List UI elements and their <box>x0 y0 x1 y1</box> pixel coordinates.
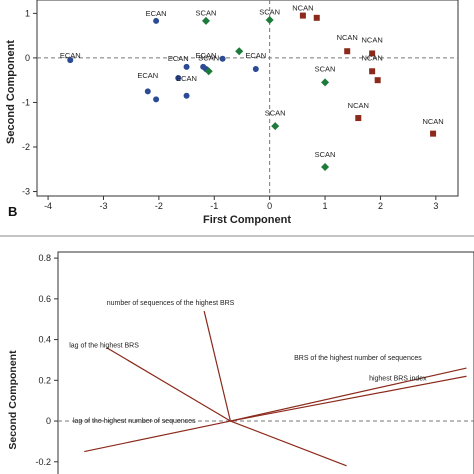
data-point-ncan <box>344 48 351 55</box>
x-tick-label: 0 <box>267 201 272 211</box>
loading-label-4: lag of the highest number of sequences <box>73 418 196 425</box>
loading-vector-0 <box>203 310 231 422</box>
data-point-ecan <box>183 63 190 70</box>
data-point-ecan <box>175 74 182 81</box>
y-tick-label: 0 <box>25 53 30 63</box>
point-label-ecan: ECAN <box>60 51 81 60</box>
loading-vector-3 <box>230 375 467 422</box>
loading-vector-5 <box>230 420 347 467</box>
data-point-scan <box>321 163 330 172</box>
data-point-ecan <box>183 92 190 99</box>
point-label-ncan: NCAN <box>292 4 313 13</box>
data-point-ncan <box>369 68 376 75</box>
data-point-ncan <box>299 12 306 19</box>
data-point-ecan <box>219 55 226 62</box>
data-point-scan <box>201 16 210 25</box>
data-point-scan <box>265 16 274 25</box>
panel-a-x-axis-label: First Component <box>203 214 291 226</box>
point-label-ecan: ECAN <box>168 54 189 63</box>
point-label-ecan: ECAN <box>196 51 217 60</box>
data-point-ecan <box>153 17 160 24</box>
panel-letter: B <box>8 204 17 219</box>
data-point-ncan <box>355 115 362 122</box>
y-tick-label: -1 <box>22 97 30 107</box>
loading-label-2: BRS of the highest number of sequences <box>294 355 422 362</box>
loading-label-3: highest BRS index <box>369 375 427 382</box>
y-tick-label: -2 <box>22 142 30 152</box>
data-point-ncan <box>374 77 381 84</box>
y-tick-label: 0.4 <box>38 335 51 345</box>
panel-b-y-axis-label: Second Component <box>7 350 19 450</box>
data-point-scan <box>204 67 213 76</box>
y-tick-label: 1 <box>25 8 30 18</box>
y-tick-label: 0 <box>46 416 51 426</box>
point-label-scan: SCAN <box>196 9 217 18</box>
y-tick-label: 0.6 <box>38 294 51 304</box>
point-label-scan: SCAN <box>198 54 219 63</box>
point-label-scan: SCAN <box>315 65 336 74</box>
panel-a-frame <box>36 0 459 197</box>
loading-vector-1 <box>106 347 231 422</box>
point-label-ecan: ECAN <box>146 9 167 18</box>
data-point-ecan <box>67 57 74 64</box>
point-label-ecan: ECAN <box>245 51 266 60</box>
data-point-scan <box>235 47 244 56</box>
loading-label-0: number of sequences of the highest BRS <box>107 300 235 307</box>
point-label-scan: SCAN <box>259 8 280 17</box>
panel-b-frame <box>57 251 474 474</box>
data-point-scan <box>321 78 330 87</box>
point-label-scan: SCAN <box>315 150 336 159</box>
data-point-ecan <box>153 96 160 103</box>
point-label-ncan: NCAN <box>337 33 358 42</box>
x-tick-label: 1 <box>323 201 328 211</box>
panel-b-plot: 0.8 0.6 0.4 0.2 0 -0.2 number of sequences of … <box>35 253 474 467</box>
point-label-ncan: NCAN <box>362 54 383 63</box>
data-point-ecan <box>144 88 151 95</box>
point-label-ncan: NCAN <box>348 101 369 110</box>
loading-vector-2 <box>230 367 467 422</box>
data-point-ecan <box>252 66 259 73</box>
loading-label-1: lag of the highest BRS <box>69 343 139 350</box>
data-point-scan <box>271 122 280 131</box>
x-tick-label: -2 <box>155 201 163 211</box>
y-tick-label: 0.8 <box>38 253 51 263</box>
point-label-scan: SCAN <box>265 108 286 117</box>
data-point-ncan <box>430 130 437 137</box>
x-tick-label: -1 <box>210 201 218 211</box>
loading-vector-4 <box>84 420 231 453</box>
panel-a-plot: -4 -3 -2 -1 0 1 2 3 1 0 -1 -2 -3 ECAN ECAN ECAN ECAN ECAN… <box>22 0 458 211</box>
point-label-ncan: NCAN <box>362 35 383 44</box>
x-tick-label: 3 <box>433 201 438 211</box>
x-tick-label: -4 <box>44 201 52 211</box>
x-tick-label: 2 <box>378 201 383 211</box>
y-tick-label: -0.2 <box>35 457 51 467</box>
y-tick-label: 0.2 <box>38 375 51 385</box>
panel-a-y-axis-label: Second Component <box>5 40 17 144</box>
data-point-ncan <box>313 14 320 21</box>
x-tick-label: -3 <box>99 201 107 211</box>
point-label-ecan: ECAN <box>137 71 158 80</box>
y-tick-label: -3 <box>22 187 30 197</box>
point-label-ecan: ECAN <box>176 74 197 83</box>
point-label-ncan: NCAN <box>422 117 443 126</box>
data-point-ncan <box>369 50 376 57</box>
